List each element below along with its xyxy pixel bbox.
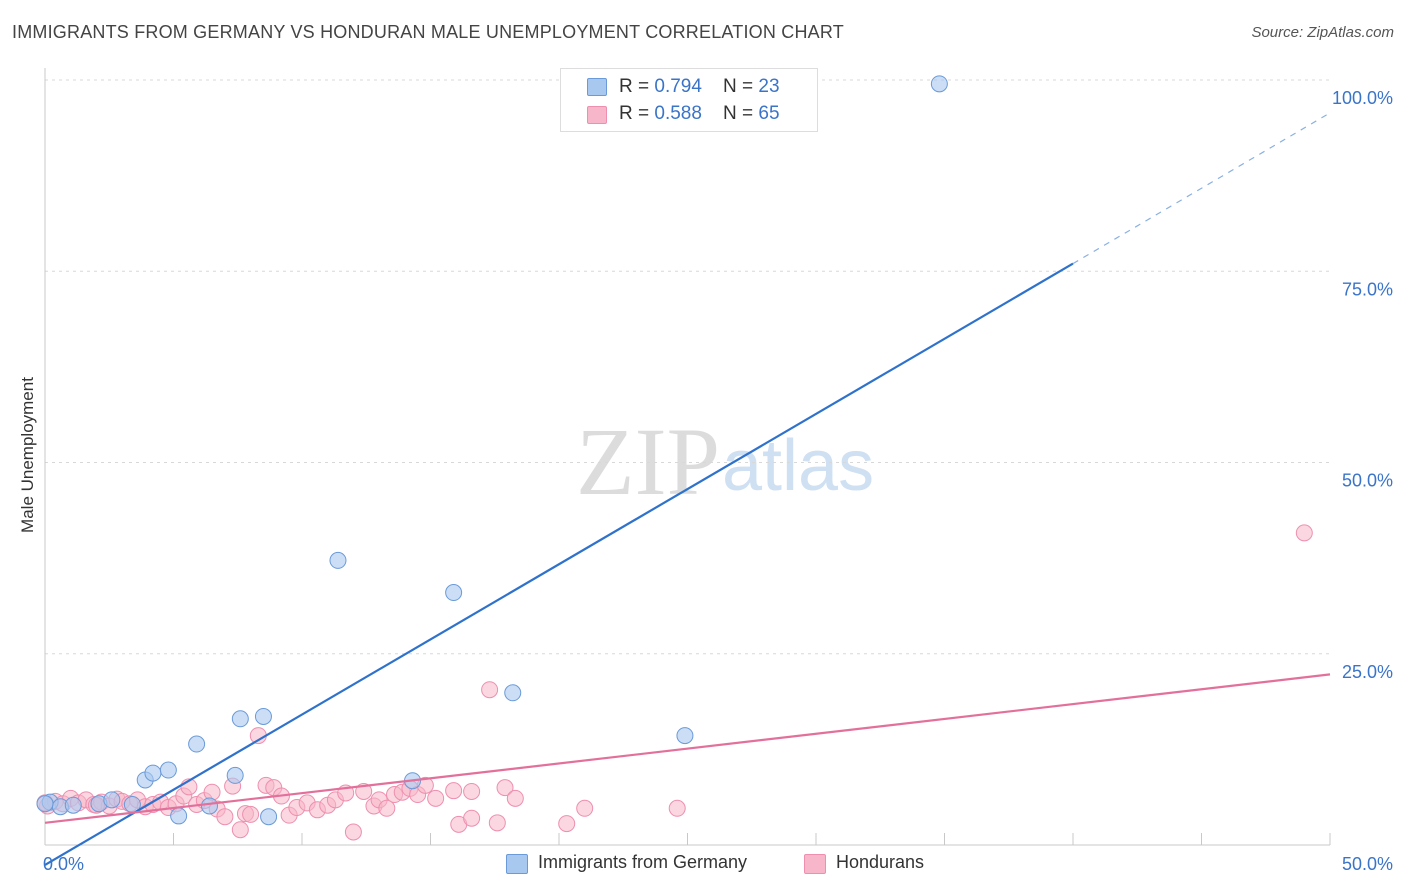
honduran-point — [242, 805, 260, 823]
germany-point — [200, 797, 218, 815]
honduran-point — [427, 789, 445, 807]
y-tick-label: 50.0% — [1342, 471, 1393, 491]
germany-point — [170, 807, 188, 825]
germany-point — [329, 551, 347, 569]
honduran-point — [506, 789, 524, 807]
germany-point — [504, 684, 522, 702]
germany-point — [445, 584, 463, 602]
honduran-point — [463, 782, 481, 800]
legend-n-value: 23 — [758, 76, 780, 97]
y-tick-label: 75.0% — [1342, 279, 1393, 299]
legend-row-hondurans: R = 0.588 N = 65 — [619, 103, 780, 125]
bottom-legend-germany: Immigrants from Germany — [506, 852, 748, 874]
germany-point — [231, 710, 249, 728]
honduran-point — [481, 681, 499, 699]
honduran-point — [668, 799, 686, 817]
honduran-trend-line — [44, 673, 1331, 824]
legend-row-germany: R = 0.794 N = 23 — [619, 76, 780, 98]
honduran-point — [378, 799, 396, 817]
germany-point — [103, 791, 121, 809]
watermark-zip: ZIP — [576, 408, 720, 515]
germany-point — [676, 727, 694, 745]
germany-point — [930, 75, 948, 93]
legend-n-label: N = — [723, 103, 759, 124]
bottom-legend-swatch-blue — [506, 854, 528, 874]
honduran-point — [558, 815, 576, 833]
germany-point — [254, 707, 272, 725]
honduran-point — [463, 809, 481, 827]
honduran-point — [216, 808, 234, 826]
germany-point — [159, 761, 177, 779]
legend-n-label: N = — [723, 76, 759, 97]
honduran-point — [496, 779, 514, 797]
honduran-point — [344, 823, 362, 841]
honduran-point — [488, 814, 506, 832]
legend-r-label: R = — [619, 76, 655, 97]
y-tick-label: 100.0% — [1332, 88, 1393, 108]
x-tick-label: 0.0% — [43, 854, 84, 874]
honduran-point — [231, 821, 249, 839]
honduran-point — [445, 782, 463, 800]
chart-title: IMMIGRANTS FROM GERMANY VS HONDURAN MALE… — [12, 22, 844, 42]
bottom-legend-hondurans: Hondurans — [804, 852, 925, 874]
germany-point — [188, 735, 206, 753]
honduran-point — [576, 799, 594, 817]
germany-point — [260, 808, 278, 826]
germany-point — [36, 795, 54, 813]
bottom-legend-label: Immigrants from Germany — [538, 852, 748, 872]
legend-r-value: 0.588 — [654, 103, 702, 124]
bottom-legend-label: Hondurans — [836, 852, 925, 872]
honduran-point — [1295, 524, 1313, 542]
legend-r-value: 0.794 — [654, 76, 702, 97]
y-tick-label: 25.0% — [1342, 662, 1393, 682]
x-tick-label: 50.0% — [1342, 854, 1393, 874]
legend-swatch-blue — [587, 78, 607, 96]
germany-point — [64, 796, 82, 814]
source-label: Source: ZipAtlas.com — [1251, 24, 1394, 41]
honduran-point — [203, 783, 221, 801]
germany-trend-extension — [1072, 112, 1331, 265]
legend-n-value: 65 — [758, 103, 780, 124]
germany-point — [226, 766, 244, 784]
bottom-legend-swatch-pink — [804, 854, 826, 874]
legend-r-label: R = — [619, 103, 655, 124]
germany-point — [144, 764, 162, 782]
legend-swatch-pink — [587, 106, 607, 124]
germany-trend-line — [44, 262, 1074, 866]
correlation-legend: R = 0.794 N = 23 R = 0.588 N = 65 — [560, 68, 818, 132]
watermark-atlas: atlas — [722, 426, 874, 506]
